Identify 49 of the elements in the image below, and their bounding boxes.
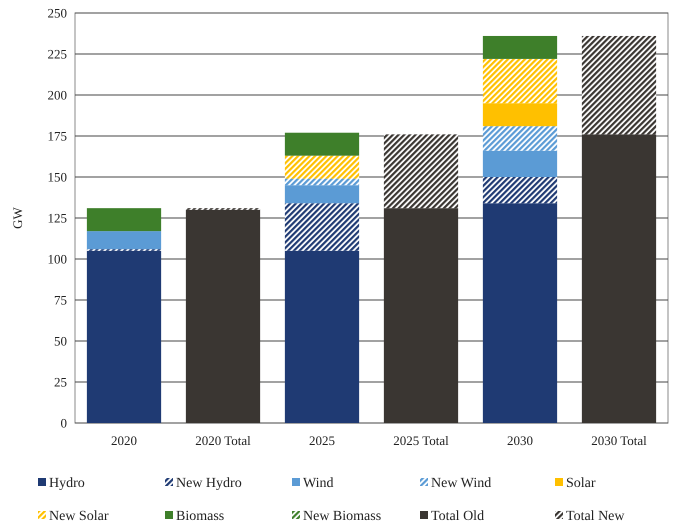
legend-label: New Solar bbox=[49, 509, 109, 524]
y-tick-label: 175 bbox=[48, 128, 67, 144]
bar bbox=[482, 36, 558, 59]
y-tick-label: 125 bbox=[48, 210, 67, 226]
bar bbox=[482, 58, 558, 104]
legend-label: Total Old bbox=[431, 509, 484, 524]
bar bbox=[482, 103, 558, 126]
legend-label: New Wind bbox=[431, 476, 492, 491]
x-tick-label: 2030 bbox=[506, 433, 533, 448]
y-tick-label: 100 bbox=[48, 252, 67, 267]
legend-label: Biomass bbox=[176, 509, 224, 524]
legend-label: Hydro bbox=[49, 476, 85, 491]
x-tick-label: 2020 Total bbox=[195, 433, 252, 448]
legend-label: New Biomass bbox=[303, 509, 382, 524]
bar bbox=[384, 134, 458, 208]
bar bbox=[284, 203, 360, 251]
y-tick-label: 250 bbox=[48, 6, 67, 21]
bar bbox=[284, 250, 360, 423]
bar bbox=[284, 178, 360, 186]
x-tick-label: 2030 Total bbox=[591, 433, 648, 448]
bar bbox=[186, 210, 260, 423]
bar bbox=[482, 177, 558, 204]
bar bbox=[86, 208, 162, 232]
y-tick-label: 200 bbox=[48, 88, 67, 103]
y-tick-label: 150 bbox=[48, 170, 67, 185]
bar bbox=[86, 250, 162, 423]
bar bbox=[582, 36, 656, 134]
y-tick-label: 25 bbox=[54, 374, 67, 390]
y-tick-label: 0 bbox=[60, 416, 67, 431]
y-tick-label: 75 bbox=[54, 292, 67, 308]
bar bbox=[384, 208, 458, 423]
bar bbox=[482, 150, 558, 177]
x-tick-label: 2025 bbox=[309, 433, 335, 448]
bar bbox=[284, 132, 360, 156]
x-tick-label: 2025 Total bbox=[393, 433, 450, 448]
bar bbox=[284, 185, 360, 204]
bar bbox=[482, 203, 558, 423]
legend-label: New Hydro bbox=[176, 476, 242, 491]
bar bbox=[482, 126, 558, 151]
y-tick-label: 50 bbox=[54, 334, 67, 349]
bar bbox=[284, 156, 360, 179]
legend-label: Total New bbox=[566, 509, 626, 524]
y-tick-label: 225 bbox=[48, 46, 67, 62]
x-tick-label: 2020 bbox=[111, 433, 138, 448]
y-axis-title: GW bbox=[10, 206, 25, 229]
bar bbox=[582, 134, 656, 423]
legend-label: Solar bbox=[566, 476, 596, 491]
legend-label: Wind bbox=[303, 476, 334, 491]
bar bbox=[86, 231, 162, 250]
